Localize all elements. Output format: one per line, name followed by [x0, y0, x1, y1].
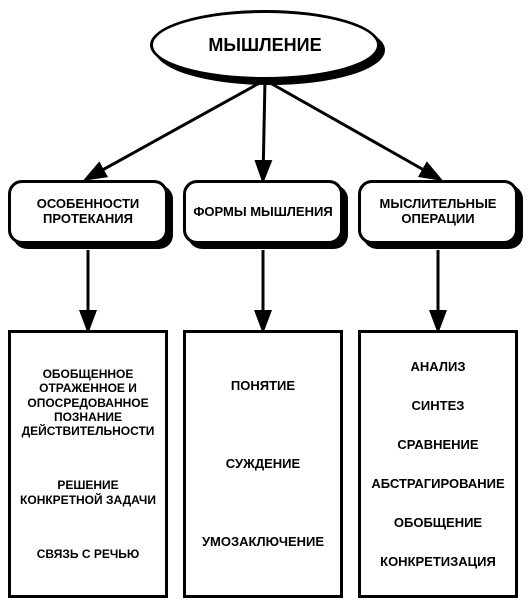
leaf-box-forms: ПОНЯТИЕ СУЖДЕНИЕ УМОЗАКЛЮЧЕНИЕ	[183, 330, 343, 598]
leaf-item: РЕШЕНИЕ КОНКРЕТНОЙ ЗАДАЧИ	[17, 478, 159, 507]
category-node-operations: МЫСЛИТЕЛЬНЫЕ ОПЕРАЦИИ	[358, 180, 518, 244]
category-box: МЫСЛИТЕЛЬНЫЕ ОПЕРАЦИИ	[358, 180, 518, 244]
category-label: МЫСЛИТЕЛЬНЫЕ ОПЕРАЦИИ	[367, 197, 509, 227]
leaf-item: СИНТЕЗ	[412, 398, 465, 414]
root-node: МЫШЛЕНИЕ	[150, 10, 380, 80]
leaf-item: АНАЛИЗ	[411, 359, 466, 375]
leaf-box-features: ОБОБЩЕННОЕ ОТРАЖЕННОЕ И ОПОСРЕДОВАННОЕ П…	[8, 330, 168, 598]
category-node-features: ОСОБЕННОСТИ ПРОТЕКАНИЯ	[8, 180, 168, 244]
category-node-forms: ФОРМЫ МЫШЛЕНИЯ	[183, 180, 343, 244]
leaf-item: КОНКРЕТИЗАЦИЯ	[380, 554, 496, 570]
leaf-item: СУЖДЕНИЕ	[226, 456, 300, 472]
leaf-item: ПОНЯТИЕ	[231, 378, 295, 394]
root-label: МЫШЛЕНИЕ	[208, 35, 321, 56]
category-box: ФОРМЫ МЫШЛЕНИЯ	[183, 180, 343, 244]
category-box: ОСОБЕННОСТИ ПРОТЕКАНИЯ	[8, 180, 168, 244]
leaf-item: ОБОБЩЕНИЕ	[394, 515, 482, 531]
category-label: ОСОБЕННОСТИ ПРОТЕКАНИЯ	[17, 197, 159, 227]
diagram-canvas: МЫШЛЕНИЕ ОСОБЕННОСТИ ПРОТЕКАНИЯ ФОРМЫ МЫ…	[0, 0, 530, 612]
leaf-item: АБСТРАГИРОВАНИЕ	[371, 476, 504, 492]
leaf-item: УМОЗАКЛЮЧЕНИЕ	[202, 534, 324, 550]
category-label: ФОРМЫ МЫШЛЕНИЯ	[193, 205, 332, 220]
leaf-item: СВЯЗЬ С РЕЧЬЮ	[37, 547, 140, 561]
leaf-item: СРАВНЕНИЕ	[397, 437, 478, 453]
leaf-item: ОБОБЩЕННОЕ ОТРАЖЕННОЕ И ОПОСРЕДОВАННОЕ П…	[17, 367, 159, 439]
root-ellipse: МЫШЛЕНИЕ	[150, 10, 380, 80]
leaf-box-operations: АНАЛИЗ СИНТЕЗ СРАВНЕНИЕ АБСТРАГИРОВАНИЕ ОБОБ…	[358, 330, 518, 598]
